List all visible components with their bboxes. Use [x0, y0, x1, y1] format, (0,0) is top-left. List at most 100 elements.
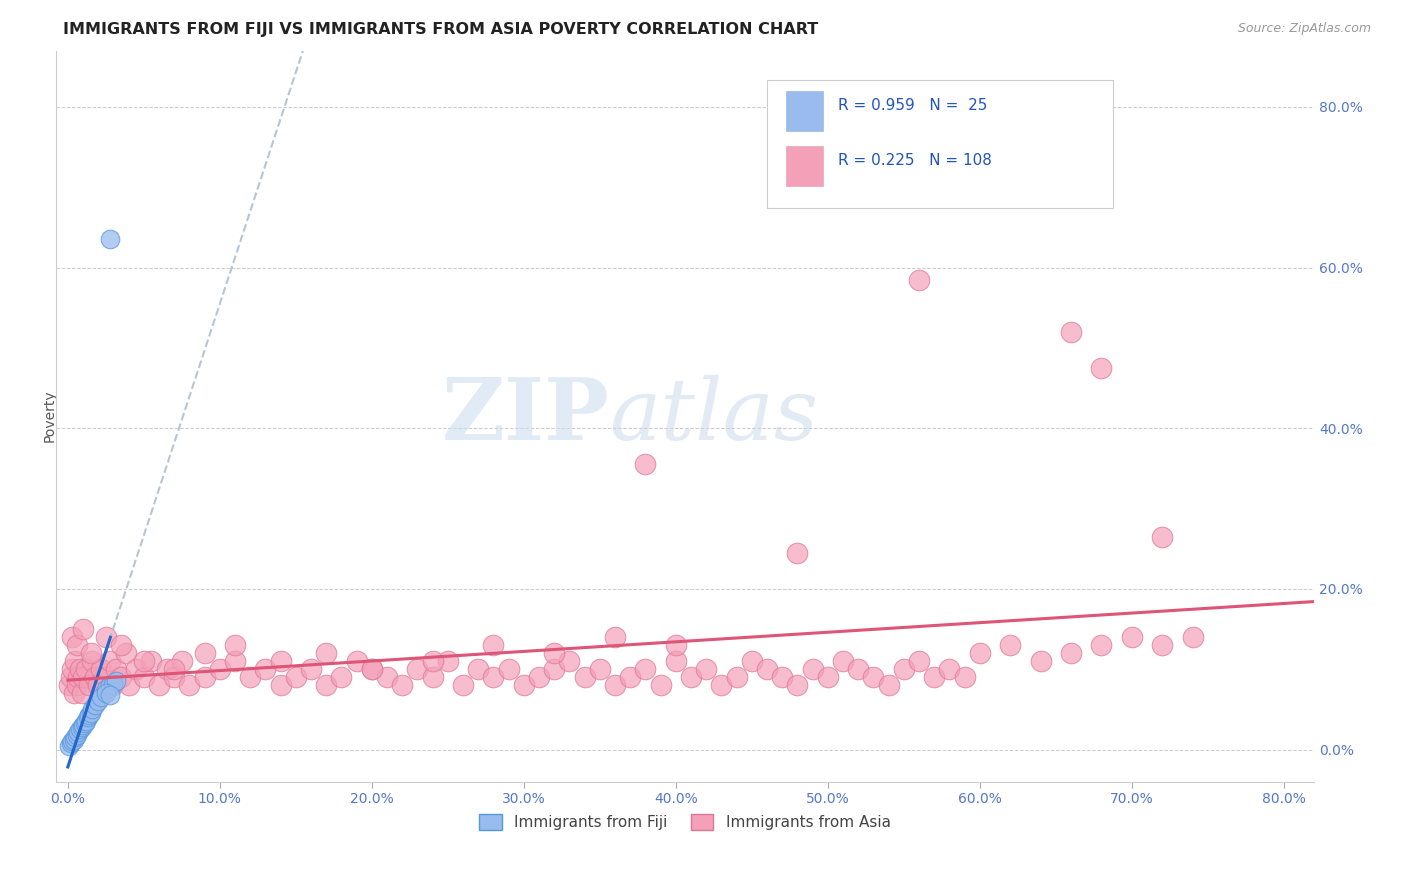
Point: [67, 670, 90, 684]
Point: [65, 731, 87, 745]
Point: [77, 708, 100, 723]
Point: [513, 678, 536, 692]
Point: [163, 662, 186, 676]
Point: [801, 662, 824, 676]
Point: [299, 662, 322, 676]
Point: [73, 716, 96, 731]
Point: [1060, 325, 1083, 339]
Point: [72, 670, 94, 684]
Point: [862, 670, 884, 684]
Point: [148, 678, 170, 692]
Point: [1152, 638, 1174, 652]
Point: [94, 682, 117, 697]
Point: [330, 670, 353, 684]
Point: [482, 670, 505, 684]
Point: [58, 739, 80, 753]
Text: R = 0.225   N = 108: R = 0.225 N = 108: [838, 153, 993, 168]
Point: [170, 654, 193, 668]
Point: [543, 646, 565, 660]
Point: [194, 646, 217, 660]
Point: [59, 670, 82, 684]
Point: [132, 654, 155, 668]
Point: [105, 674, 128, 689]
Point: [77, 678, 100, 692]
Point: [710, 678, 733, 692]
Point: [125, 662, 148, 676]
Point: [786, 546, 808, 560]
Point: [94, 686, 117, 700]
Point: [156, 662, 179, 676]
Point: [66, 638, 89, 652]
Point: [75, 662, 97, 676]
Point: [254, 662, 277, 676]
Point: [239, 670, 262, 684]
Point: [679, 670, 702, 684]
Point: [893, 662, 915, 676]
Point: [589, 662, 612, 676]
Legend: Immigrants from Fiji, Immigrants from Asia: Immigrants from Fiji, Immigrants from As…: [472, 808, 897, 836]
Y-axis label: Poverty: Poverty: [44, 390, 58, 442]
Point: [832, 654, 855, 668]
Point: [132, 670, 155, 684]
Point: [66, 728, 89, 742]
Point: [315, 678, 337, 692]
Point: [63, 732, 86, 747]
Point: [82, 702, 104, 716]
Point: [1060, 646, 1083, 660]
Point: [141, 654, 163, 668]
Point: [100, 688, 122, 702]
Point: [82, 654, 104, 668]
FancyBboxPatch shape: [766, 80, 1112, 208]
Point: [270, 678, 292, 692]
Point: [1181, 630, 1204, 644]
Point: [94, 670, 117, 684]
Point: [467, 662, 489, 676]
Point: [79, 706, 101, 720]
Point: [100, 654, 122, 668]
Point: [908, 272, 931, 286]
Point: [360, 662, 382, 676]
Point: [117, 678, 139, 692]
Point: [100, 232, 122, 246]
Point: [360, 662, 382, 676]
Point: [998, 638, 1021, 652]
Point: [60, 734, 83, 748]
Point: [194, 670, 217, 684]
Point: [284, 670, 307, 684]
Point: [224, 638, 246, 652]
Point: [498, 662, 520, 676]
FancyBboxPatch shape: [786, 91, 824, 131]
Point: [634, 458, 657, 472]
Point: [1029, 654, 1052, 668]
Point: [90, 690, 112, 705]
Point: [163, 670, 186, 684]
Point: [94, 630, 117, 644]
Point: [969, 646, 991, 660]
Point: [84, 698, 107, 713]
Point: [756, 662, 779, 676]
Point: [110, 638, 132, 652]
Point: [270, 654, 292, 668]
Text: IMMIGRANTS FROM FIJI VS IMMIGRANTS FROM ASIA POVERTY CORRELATION CHART: IMMIGRANTS FROM FIJI VS IMMIGRANTS FROM …: [63, 22, 818, 37]
Point: [105, 662, 128, 676]
Point: [665, 638, 688, 652]
Point: [70, 686, 93, 700]
Text: atlas: atlas: [609, 375, 818, 458]
Point: [406, 662, 429, 676]
Point: [603, 678, 626, 692]
Point: [558, 654, 581, 668]
Point: [72, 718, 94, 732]
Point: [422, 654, 444, 668]
Point: [665, 654, 688, 668]
Point: [87, 694, 110, 708]
Point: [103, 678, 125, 692]
Point: [908, 654, 931, 668]
Point: [786, 678, 808, 692]
Point: [79, 646, 101, 660]
Point: [66, 678, 89, 692]
Point: [90, 662, 112, 676]
Point: [72, 622, 94, 636]
Point: [63, 686, 86, 700]
Point: [60, 662, 83, 676]
Point: [58, 678, 80, 692]
